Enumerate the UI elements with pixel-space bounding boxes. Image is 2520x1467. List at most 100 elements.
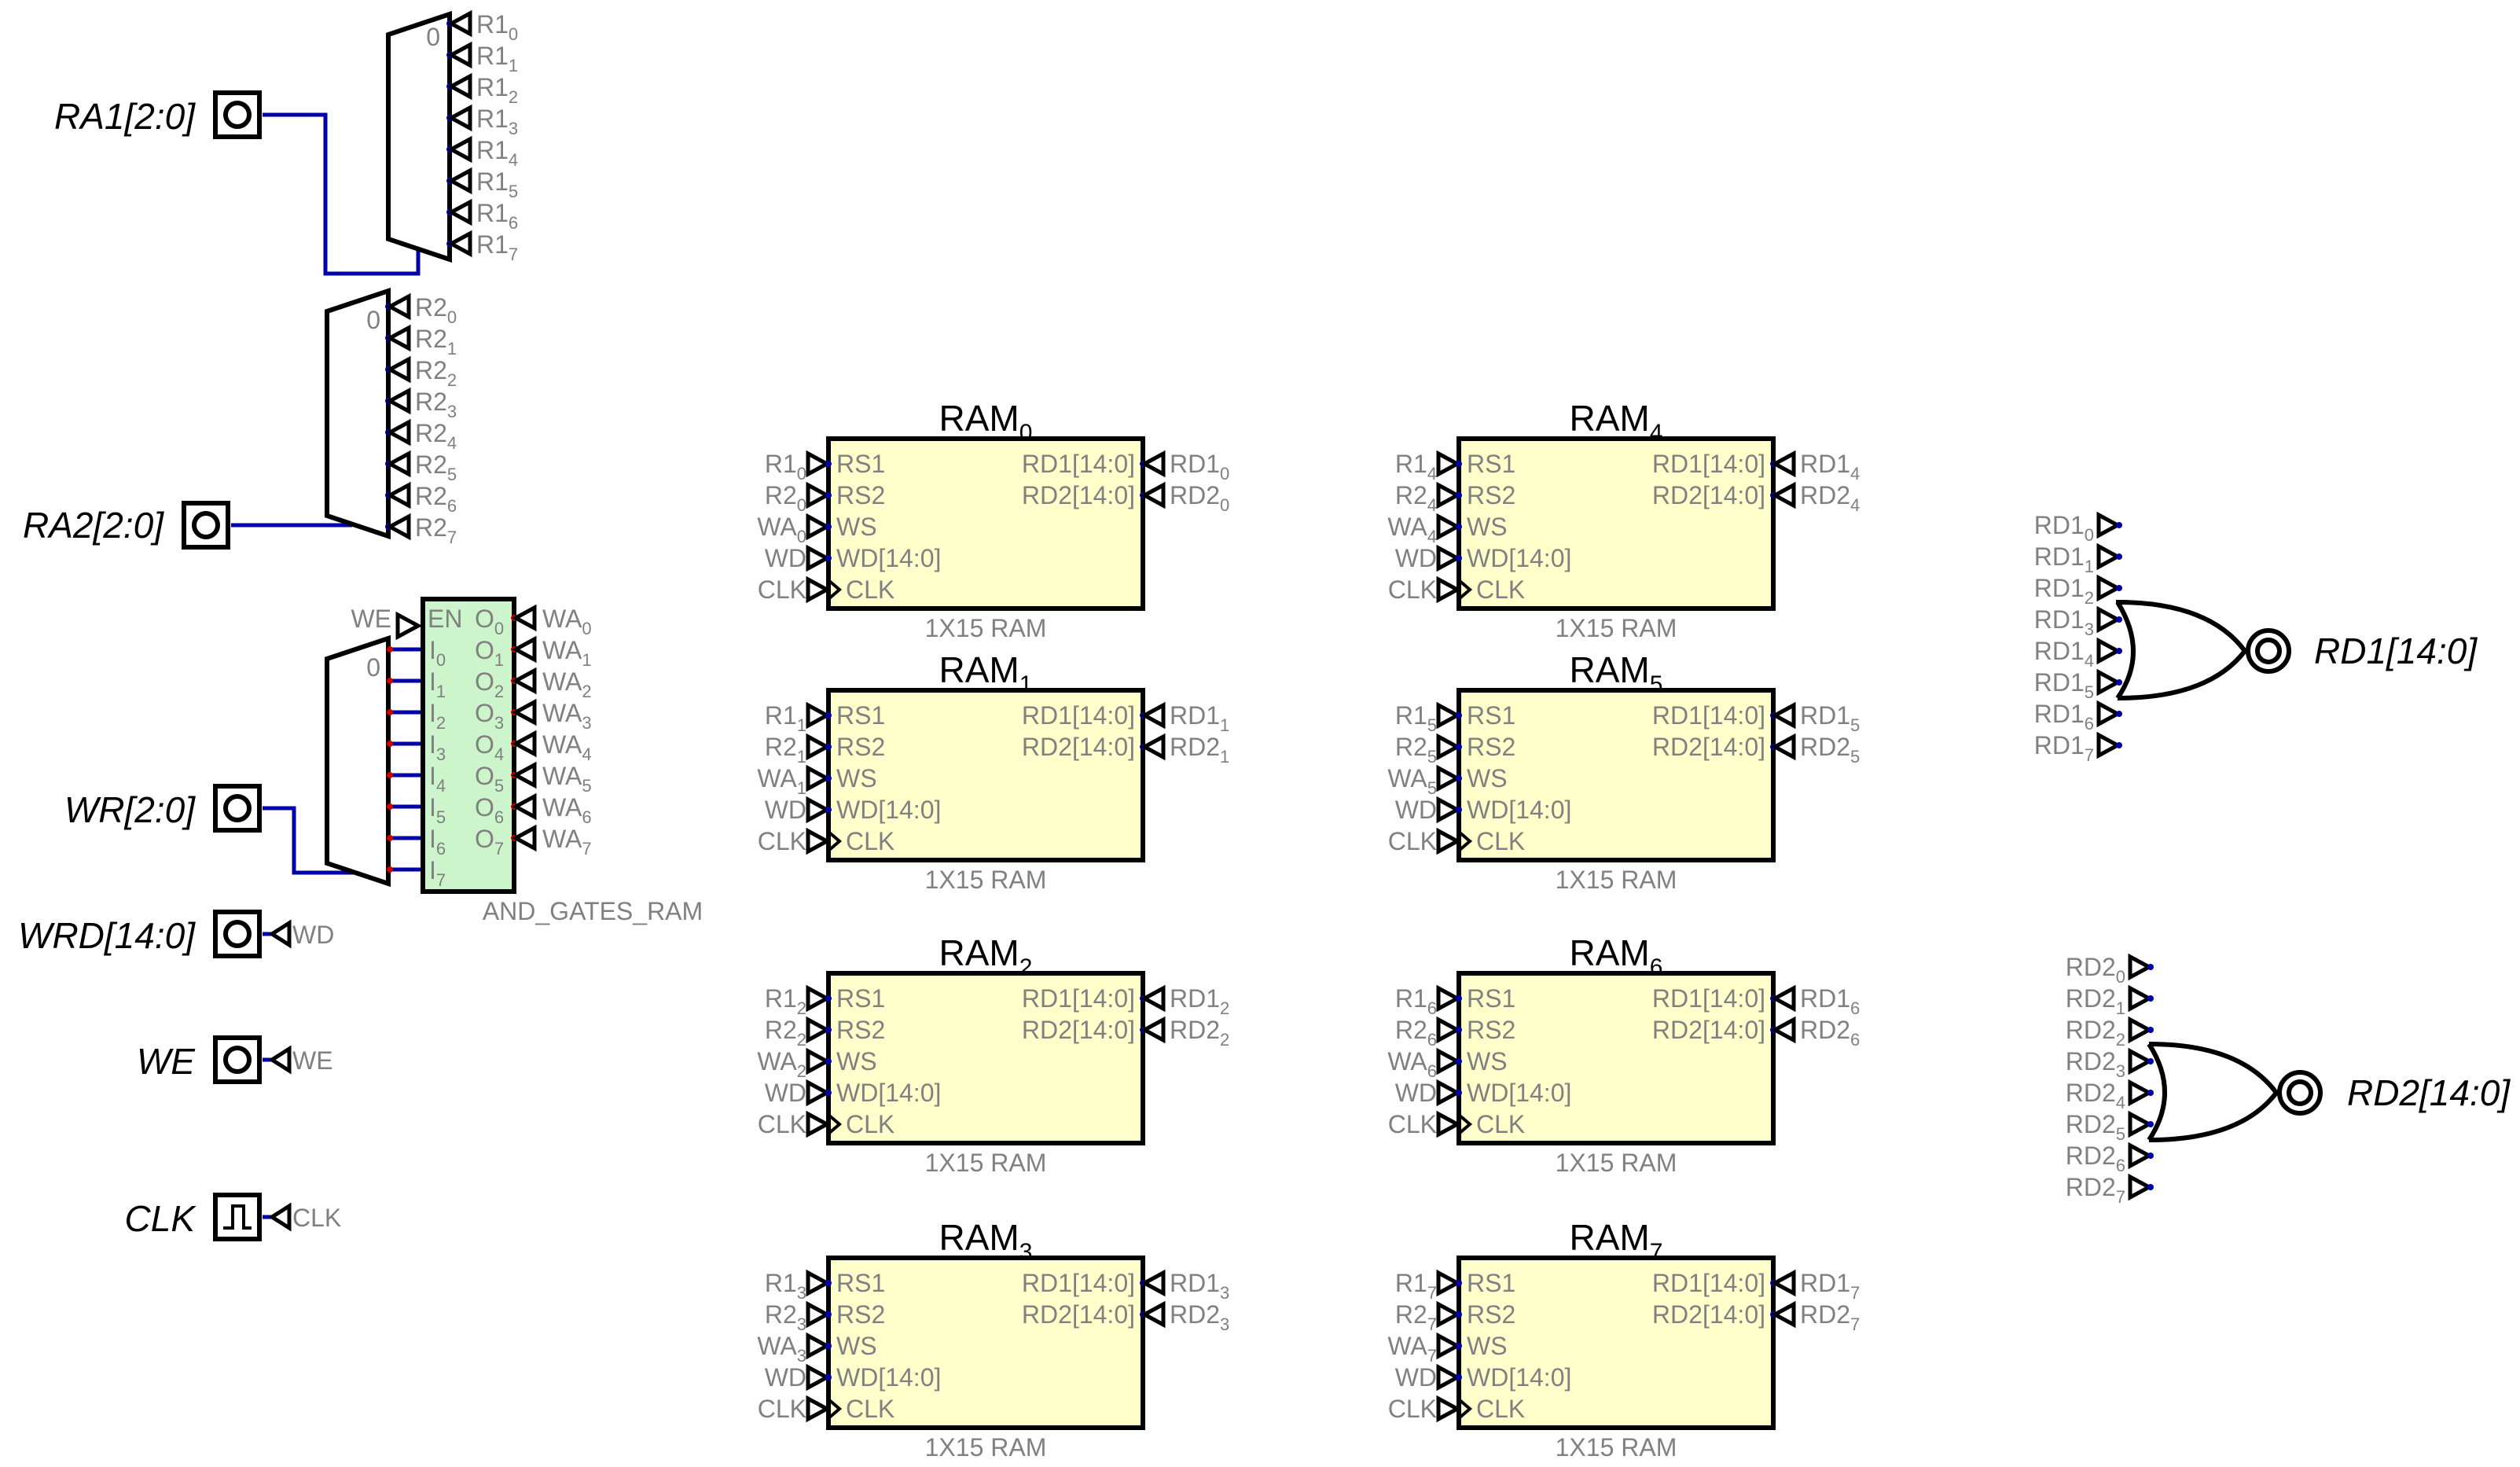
demux-output-r1-4[interactable]: R14 xyxy=(446,135,518,170)
ram-4-out-rd2[interactable]: RD2[14:0] RD24 xyxy=(1652,481,1860,515)
ram-1-in-clk[interactable]: CLK CLK xyxy=(758,827,895,855)
ram-0-out-rd1[interactable]: RD1[14:0] RD10 xyxy=(1022,450,1229,483)
ram-0-in-wd140[interactable]: WD[14:0] WD xyxy=(765,544,942,572)
or-input-rd2-4[interactable]: RD24 xyxy=(2066,1079,2154,1112)
ram-0-in-rs2[interactable]: RS2 R20 xyxy=(765,481,885,515)
input-ra2[interactable]: RA2[2:0] xyxy=(23,501,352,550)
or-input-rd1-1[interactable]: RD11 xyxy=(2034,542,2122,576)
or-input-rd1-0[interactable]: RD10 xyxy=(2034,511,2122,545)
or-input-rd2-5[interactable]: RD25 xyxy=(2066,1110,2154,1144)
ram-5-in-rs1[interactable]: RS1 R15 xyxy=(1395,701,1515,735)
ram-5-out-rd1[interactable]: RD1[14:0] RD15 xyxy=(1652,701,1860,735)
demux-output-r1-7[interactable]: R17 xyxy=(446,230,518,264)
ram-0-in-rs1[interactable]: RS1 R10 xyxy=(765,450,885,483)
ram-6-in-ws[interactable]: WS WA6 xyxy=(1387,1047,1507,1081)
decoder-output-2[interactable]: WA2 xyxy=(511,667,592,701)
ram-2-in-ws[interactable]: WS WA2 xyxy=(757,1047,876,1081)
ram-6-in-clk[interactable]: CLK CLK xyxy=(1388,1110,1526,1138)
ram-3-in-wd140[interactable]: WD[14:0] WD xyxy=(765,1363,942,1392)
demux-output-r1-2[interactable]: R12 xyxy=(446,72,518,107)
ram-5-in-clk[interactable]: CLK CLK xyxy=(1388,827,1526,855)
decoder-output-3[interactable]: WA3 xyxy=(511,698,592,733)
demux-output-r1-1[interactable]: R11 xyxy=(446,41,518,75)
decoder-output-1[interactable]: WA1 xyxy=(511,635,592,670)
input-wrd[interactable]: WRD[14:0] WD xyxy=(18,910,334,958)
demux-output-r1-0[interactable]: R10 xyxy=(446,9,518,44)
ram-4-in-clk[interactable]: CLK CLK xyxy=(1388,575,1526,604)
decoder-output-6[interactable]: WA6 xyxy=(511,792,592,827)
ram-0-in-clk[interactable]: CLK CLK xyxy=(758,575,895,604)
demux-output-r2-1[interactable]: R21 xyxy=(385,324,457,358)
demux-output-r1-5[interactable]: R15 xyxy=(446,167,518,201)
or-input-rd2-1[interactable]: RD21 xyxy=(2066,984,2154,1018)
or-input-rd1-4[interactable]: RD14 xyxy=(2034,637,2122,671)
or-input-rd1-7[interactable]: RD17 xyxy=(2034,731,2122,765)
ram-3-out-rd1[interactable]: RD1[14:0] RD13 xyxy=(1022,1269,1229,1303)
ram-3-in-clk[interactable]: CLK CLK xyxy=(758,1395,895,1423)
ram-4-out-rd1[interactable]: RD1[14:0] RD14 xyxy=(1652,450,1860,483)
demux-output-r2-2[interactable]: R22 xyxy=(385,355,457,390)
ram-2-in-rs1[interactable]: RS1 R12 xyxy=(765,984,885,1018)
or-input-rd2-2[interactable]: RD22 xyxy=(2066,1016,2154,1050)
or-input-rd2-6[interactable]: RD26 xyxy=(2066,1142,2154,1175)
or-input-rd1-2[interactable]: RD12 xyxy=(2034,574,2122,608)
demux-output-r2-5[interactable]: R25 xyxy=(385,450,457,484)
ram-5-in-wd140[interactable]: WD[14:0] WD xyxy=(1395,796,1572,824)
or-input-rd1-3[interactable]: RD13 xyxy=(2034,605,2122,639)
ram-5-in-ws[interactable]: WS WA5 xyxy=(1387,764,1507,798)
demux-output-r1-6[interactable]: R16 xyxy=(446,198,518,233)
ram-1-out-rd1[interactable]: RD1[14:0] RD11 xyxy=(1022,701,1229,735)
decoder-output-4[interactable]: WA4 xyxy=(511,730,592,764)
ram-4-in-rs1[interactable]: RS1 R14 xyxy=(1395,450,1515,483)
ram-7-out-rd2[interactable]: RD2[14:0] RD27 xyxy=(1652,1300,1860,1334)
decoder-output-5[interactable]: WA5 xyxy=(511,761,592,796)
demux-output-r1-3[interactable]: R13 xyxy=(446,104,518,138)
demux-output-r2-7[interactable]: R27 xyxy=(385,513,457,547)
or-input-rd1-6[interactable]: RD16 xyxy=(2034,700,2122,734)
ram-0-out-rd2[interactable]: RD2[14:0] RD20 xyxy=(1022,481,1229,515)
ram-7-out-rd1[interactable]: RD1[14:0] RD17 xyxy=(1652,1269,1860,1303)
ram-3-in-rs2[interactable]: RS2 R23 xyxy=(765,1300,885,1334)
ram-3-in-rs1[interactable]: RS1 R13 xyxy=(765,1269,885,1303)
demux-output-r2-6[interactable]: R26 xyxy=(385,481,457,516)
or-input-rd2-0[interactable]: RD20 xyxy=(2066,953,2154,987)
ram-4-in-wd140[interactable]: WD[14:0] WD xyxy=(1395,544,1572,572)
or-input-rd2-3[interactable]: RD23 xyxy=(2066,1047,2154,1081)
ram-2-in-wd140[interactable]: WD[14:0] WD xyxy=(765,1079,942,1107)
ram-7-in-ws[interactable]: WS WA7 xyxy=(1387,1332,1507,1366)
ram-2-in-rs2[interactable]: RS2 R22 xyxy=(765,1016,885,1050)
ram-0-in-ws[interactable]: WS WA0 xyxy=(757,513,876,546)
ram-1-in-wd140[interactable]: WD[14:0] WD xyxy=(765,796,942,824)
decoder-output-7[interactable]: WA7 xyxy=(511,824,592,859)
ram-6-in-wd140[interactable]: WD[14:0] WD xyxy=(1395,1079,1572,1107)
input-we[interactable]: WE WE xyxy=(137,1035,333,1084)
or-input-rd1-5[interactable]: RD15 xyxy=(2034,668,2122,702)
input-ra1[interactable]: RA1[2:0] xyxy=(54,90,421,276)
input-wr[interactable]: WR[2:0] xyxy=(64,784,388,875)
ram-2-out-rd2[interactable]: RD2[14:0] RD22 xyxy=(1022,1016,1229,1050)
input-clk[interactable]: CLK CLK xyxy=(125,1193,342,1241)
ram-2-out-rd1[interactable]: RD1[14:0] RD12 xyxy=(1022,984,1229,1018)
demux-output-r2-4[interactable]: R24 xyxy=(385,418,457,453)
ram-6-out-rd1[interactable]: RD1[14:0] RD16 xyxy=(1652,984,1860,1018)
ram-3-in-ws[interactable]: WS WA3 xyxy=(757,1332,876,1366)
demux-output-r2-0[interactable]: R20 xyxy=(385,292,457,327)
ram-5-out-rd2[interactable]: RD2[14:0] RD25 xyxy=(1652,733,1860,767)
ram-7-in-wd140[interactable]: WD[14:0] WD xyxy=(1395,1363,1572,1392)
demux-output-r2-3[interactable]: R23 xyxy=(385,387,457,421)
ram-6-out-rd2[interactable]: RD2[14:0] RD26 xyxy=(1652,1016,1860,1050)
or-input-rd2-7[interactable]: RD27 xyxy=(2066,1173,2154,1207)
ram-1-out-rd2[interactable]: RD2[14:0] RD21 xyxy=(1022,733,1229,767)
ram-3-out-rd2[interactable]: RD2[14:0] RD23 xyxy=(1022,1300,1229,1334)
decoder-output-0[interactable]: WA0 xyxy=(511,604,592,638)
